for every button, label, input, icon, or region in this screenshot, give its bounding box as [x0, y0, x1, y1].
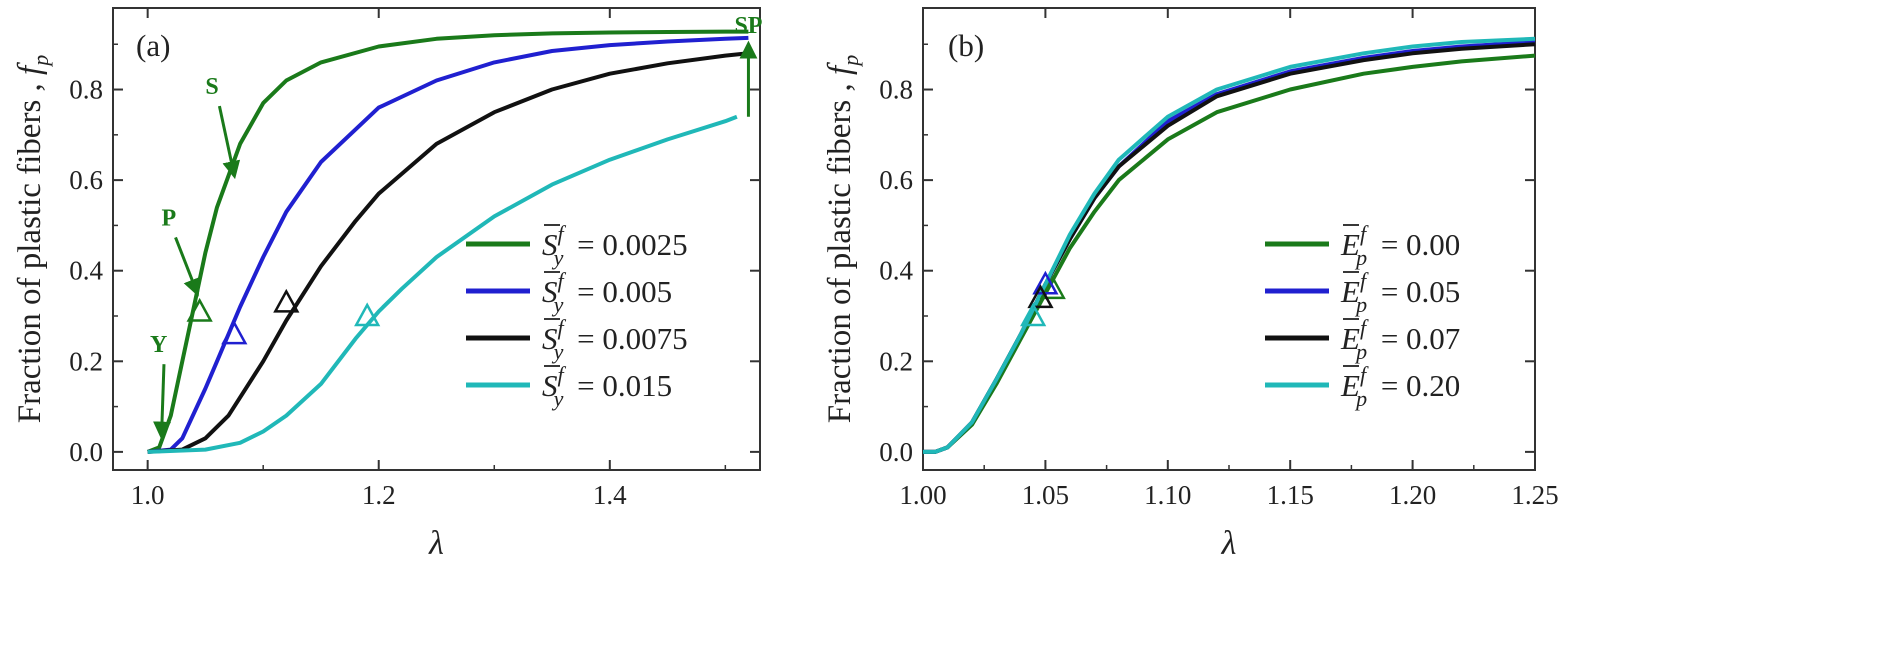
panel-b-legend-entry-3: Ef p = 0.20 [1340, 362, 1460, 411]
panel-a-legend-sub: y [552, 292, 564, 317]
panel-a-x-axis-label: λ [428, 525, 444, 562]
panel-a-legend-entry-0: Sf y = 0.0025 [542, 221, 688, 270]
panel-b-yield-marker-2 [1027, 284, 1054, 309]
panel-a-legend-sub: y [552, 245, 564, 270]
panel-a-annotation-arrow-1 [174, 236, 201, 297]
panel-a-annotation-arrow-2 [217, 105, 241, 180]
panel-b-y-tick-label: 0.4 [879, 256, 913, 286]
panel-a-legend-sup: f [558, 315, 567, 340]
panel-a-y-tick-label: 0.6 [69, 165, 103, 195]
panel-a-legend-sup: f [558, 362, 567, 387]
panel-b-legend-sup: f [1360, 268, 1369, 293]
panel-a-legend-sup: f [558, 268, 567, 293]
panel-b-legend-value: = 0.07 [1373, 321, 1460, 356]
panel-b-legend-value: = 0.00 [1373, 227, 1460, 262]
panel-b-chart: 1.00 1.05 1.10 1.15 1.20 1.25 0.0 0.2 0.4 0.6 0.8 λ… [822, 7, 1559, 562]
panel-a-yield-marker-3 [354, 302, 381, 327]
panel-a-legend-entry-2: Sf y = 0.0075 [542, 315, 688, 364]
panel-b-series-line-3 [923, 36, 1536, 454]
panel-a-legend-value: = 0.0025 [569, 227, 687, 262]
panel-a-x-tick-label: 1.4 [593, 480, 627, 510]
panel-b-x-tick-label: 1.15 [1267, 480, 1314, 510]
panel-a-yield-marker-2 [273, 288, 300, 313]
panel-a-annotation-label-2: S [205, 74, 218, 100]
panel-b-legend-value: = 0.05 [1373, 274, 1460, 309]
panel-a-y-tick-label: 0.8 [69, 75, 103, 105]
panel-a-yield-marker-1 [221, 320, 248, 345]
panel-a-annotation-arrow-0 [153, 364, 172, 440]
panel-b-legend-symbol: E [1340, 274, 1360, 309]
panel-a-series-line-2 [147, 51, 749, 454]
panel-a-plot-frame [112, 7, 761, 471]
panel-a-legend-symbol: S [542, 227, 558, 262]
panel-b-x-tick-label: 1.05 [1022, 480, 1069, 510]
panel-b-legend-sub: p [1354, 386, 1367, 411]
panel-a-y-tick-label: 0.0 [69, 437, 103, 467]
panel-b-legend-symbol: E [1340, 227, 1360, 262]
panel-a-series-line-1 [147, 35, 749, 454]
panel-b-yield-marker-3 [1020, 302, 1047, 327]
panel-b-legend-sup: f [1360, 362, 1369, 387]
panel-a-y-tick-label: 0.2 [69, 346, 103, 376]
panel-a-legend-entry-3: Sf y = 0.015 [542, 362, 672, 411]
panel-a-legend-value: = 0.0075 [569, 321, 687, 356]
panel-a-x-tick-label: 1.0 [131, 480, 165, 510]
panel-b-y-axis-label-sub: p [838, 55, 863, 68]
panel-a-legend-sub: y [552, 339, 564, 364]
panel-b-y-tick-label: 0.2 [879, 346, 913, 376]
panel-b-y-axis-label: Fraction of plastic fibers , fp [822, 55, 863, 423]
panel-b-legend-sub: p [1354, 245, 1367, 270]
panel-a-annotation-label-3: SP [734, 13, 762, 39]
panel-a-legend-value: = 0.005 [569, 274, 672, 309]
panel-a-legend-value: = 0.015 [569, 368, 672, 403]
panel-b-legend-entry-0: Ef p = 0.00 [1340, 221, 1460, 270]
panel-b-y-tick-label: 0.0 [879, 437, 913, 467]
panel-a-annotation-label-0: Y [150, 332, 167, 358]
panel-a-legend-symbol: S [542, 321, 558, 356]
panel-b-legend-sup: f [1360, 315, 1369, 340]
panel-b-yield-marker-0 [1039, 275, 1066, 300]
panel-b-legend-entry-2: Ef p = 0.07 [1340, 315, 1460, 364]
panel-b-legend-sup: f [1360, 221, 1369, 246]
panel-b-x-tick-label: 1.20 [1389, 480, 1436, 510]
panel-b-legend-sub: p [1354, 292, 1367, 317]
panel-a-annotation-label-1: P [162, 205, 177, 231]
panel-a-yield-marker-0 [186, 297, 213, 322]
panel-a-legend-sub: y [552, 386, 564, 411]
panel-b-legend-sub: p [1354, 339, 1367, 364]
panel-a-x-tick-label: 1.2 [362, 480, 396, 510]
panel-b-x-tick-label: 1.25 [1511, 480, 1558, 510]
panel-b-legend-entry-1: Ef p = 0.05 [1340, 268, 1460, 317]
panel-a-y-tick-label: 0.4 [69, 256, 103, 286]
panel-b-y-tick-label: 0.6 [879, 165, 913, 195]
panel-a-legend-entry-1: Sf y = 0.005 [542, 268, 672, 317]
panel-b-y-axis-label-text: Fraction of plastic fibers , [822, 75, 858, 423]
panel-b-legend-symbol: E [1340, 321, 1360, 356]
panel-b-legend-symbol: E [1340, 368, 1360, 403]
panel-a-legend-sup: f [558, 221, 567, 246]
panel-a-legend-symbol: S [542, 274, 558, 309]
panel-b-x-tick-label: 1.10 [1144, 480, 1191, 510]
panel-a-series-line-0 [146, 29, 749, 454]
panel-b-x-axis-label: λ [1221, 525, 1237, 562]
panel-a-series-line-3 [147, 114, 738, 454]
panel-b-panel-label: (b) [948, 28, 984, 63]
panel-a-y-axis-label-text: Fraction of plastic fibers , [12, 75, 48, 423]
panel-a-panel-label: (a) [136, 28, 170, 63]
panel-a-y-axis-label-sub: p [28, 55, 53, 68]
panel-a-y-axis-label: Fraction of plastic fibers , fp [12, 55, 53, 423]
panel-b-x-tick-label: 1.00 [899, 480, 946, 510]
panel-a-chart: 1.0 1.2 1.4 0.0 0.2 0.4 0.6 0.8 λ Fraction of pla… [12, 7, 762, 562]
panel-b-y-tick-label: 0.8 [879, 75, 913, 105]
panel-a-legend-symbol: S [542, 368, 558, 403]
panel-b-legend-value: = 0.20 [1373, 368, 1460, 403]
